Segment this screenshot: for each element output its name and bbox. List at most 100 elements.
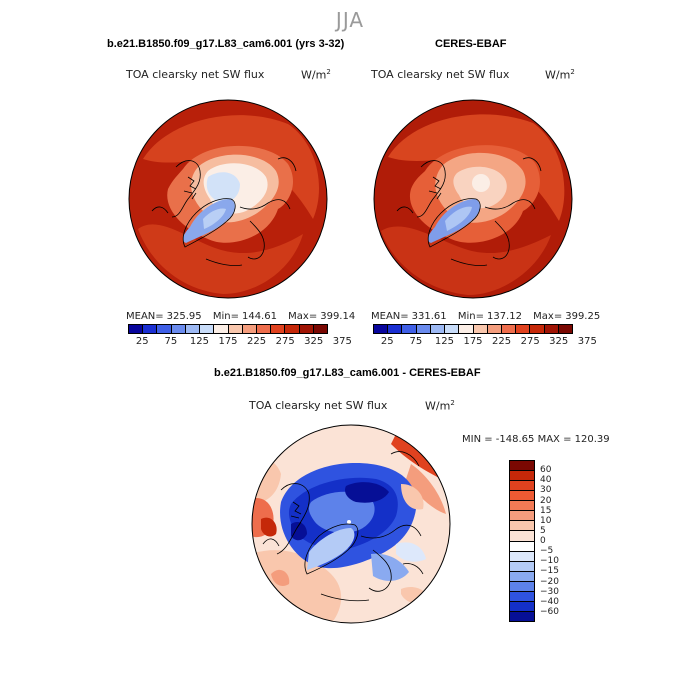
panel1-colorbar-tick-label: 225 — [247, 336, 267, 347]
panel3-colorbar-tick-label: −30 — [540, 586, 559, 597]
panel1-colorbar-swatch — [143, 325, 158, 333]
panel1-colorbar-swatch — [200, 325, 215, 333]
panel3-colorbar-swatch — [510, 551, 534, 562]
panel2-colorbar-swatch — [516, 325, 531, 333]
panel3-coastlines — [262, 451, 424, 602]
panel3-colorbar-tick-label: −40 — [540, 596, 559, 607]
panel1-stats: MEAN= 325.95 Min= 144.61 Max= 399.14 — [126, 311, 356, 322]
panel1-colorbar-tick-label: 325 — [304, 336, 324, 347]
panel3-colorbar-tick-label: −60 — [540, 606, 559, 617]
panel2-coastlines — [396, 157, 542, 267]
panel3-colorbar-ticks: 60 40 30 20 15 10 5 0 −5 −10 −15 −20 −30 −40 −60 — [540, 460, 580, 622]
panel2-colorbar-swatch — [402, 325, 417, 333]
panel2-colorbar-swatch — [388, 325, 403, 333]
panel1-field-band-north — [143, 115, 320, 219]
panel2-colorbar-swatch — [487, 325, 502, 333]
panel2-colorbar-tick-label: 275 — [520, 336, 540, 347]
panel3-colorbar-tick-label: 0 — [540, 536, 546, 546]
panel2-variable: TOA clearsky net SW flux — [371, 68, 510, 81]
panel1-colorbar-tick-label: 175 — [218, 336, 238, 347]
panel3-colorbar-tick-label: 30 — [540, 485, 552, 496]
panel3-variable: TOA clearsky net SW flux — [249, 399, 388, 412]
panel2-colorbar-tick-label: 325 — [549, 336, 569, 347]
panel3-colorbar-swatch — [510, 601, 534, 612]
panel1-variable: TOA clearsky net SW flux — [126, 68, 265, 81]
panel3-colorbar-swatch — [510, 471, 534, 482]
panel3-colorbar-tick-label: −10 — [540, 556, 559, 567]
panel3-units: W/m2 — [425, 399, 455, 413]
panel3-colorbar-swatch — [510, 561, 534, 572]
panel1-colorbar-swatch — [285, 325, 300, 333]
panel3-colorbar-swatch — [510, 491, 534, 502]
panel1-greenland-coast — [203, 208, 226, 229]
panel2-field-band-north — [388, 114, 565, 221]
panel3-polar-map — [251, 424, 451, 624]
panel1-colorbar-swatch — [313, 325, 328, 333]
panel2-colorbar-swatch — [530, 325, 545, 333]
panel3-colorbar-swatch — [510, 541, 534, 552]
panel3-colorbar-swatch — [510, 591, 534, 602]
panel3-colorbar-swatch — [510, 521, 534, 532]
panel2-stats: MEAN= 331.61 Min= 137.12 Max= 399.25 — [371, 311, 601, 322]
panel3-colorbar-tick-label: 20 — [540, 495, 552, 506]
panel1-field-band-south — [138, 224, 303, 294]
panel2-colorbar-tick-label: 375 — [577, 336, 597, 347]
panel2-title: CERES-EBAF — [435, 38, 507, 50]
panel1-sea-ice — [206, 172, 240, 203]
panel3-field-greenland — [307, 528, 355, 570]
panel1-colorbar-swatch — [171, 325, 186, 333]
panel2-field-band-south — [381, 226, 551, 295]
panel3-colorbar-tick-label: −5 — [540, 546, 554, 557]
panel3-colorbar-swatch — [510, 511, 534, 522]
panel2-map-border — [373, 99, 573, 299]
panel1-polar-map — [128, 99, 328, 299]
panel1-colorbar — [128, 324, 328, 334]
panel1-map-border — [128, 99, 328, 299]
panel2-colorbar-tick-label: 175 — [463, 336, 483, 347]
panel1-coastlines — [151, 157, 297, 267]
panel3-colorbar-swatch — [510, 531, 534, 542]
panel3-colorbar-swatch — [510, 481, 534, 492]
panel3-map-border — [251, 424, 451, 624]
panel2-colorbar-tick-label: 225 — [492, 336, 512, 347]
panel2-colorbar-swatch — [501, 325, 517, 333]
panel1-colorbar-tick-label: 125 — [189, 336, 209, 347]
panel1-colorbar-swatch — [157, 325, 172, 333]
panel2-colorbar-ticks: 25 75 125 175 225 275 325 375 — [373, 336, 597, 348]
panel2-colorbar-swatch — [416, 325, 431, 333]
panel1-colorbar-swatch — [129, 325, 144, 333]
panel2-colorbar — [373, 324, 573, 334]
panel1-colorbar-tick-label: 75 — [164, 336, 178, 347]
panel3-colorbar — [509, 460, 535, 622]
panel3-colorbar-tick-label: 40 — [540, 475, 552, 486]
season-title: JJA — [335, 8, 365, 32]
panel1-colorbar-ticks: 25 75 125 175 225 275 325 375 — [128, 336, 352, 348]
panel2-colorbar-tick-label: 25 — [380, 336, 394, 347]
panel2-colorbar-swatch — [374, 325, 389, 333]
panel2-colorbar-swatch — [459, 325, 474, 333]
panel2-colorbar-swatch — [544, 325, 559, 333]
panel3-minmax: MIN = -148.65 MAX = 120.39 — [462, 434, 610, 445]
panel2-units: W/m2 — [545, 68, 575, 82]
panel1-colorbar-swatch — [228, 325, 243, 333]
panel2-colorbar-swatch — [473, 325, 488, 333]
panel3-pole-marker — [347, 520, 351, 524]
panel3-colorbar-swatch — [510, 611, 534, 621]
panel3-colorbar-swatch — [510, 571, 534, 582]
panel3-colorbar-tick-label: 15 — [540, 505, 552, 516]
panel1-colorbar-tick-label: 25 — [135, 336, 149, 347]
panel1-colorbar-tick-label: 275 — [275, 336, 295, 347]
panel3-colorbar-tick-label: −15 — [540, 566, 559, 577]
panel3-colorbar-tick-label: 10 — [540, 515, 552, 526]
panel2-pole-core — [472, 174, 490, 192]
panel1-colorbar-swatch — [299, 325, 314, 333]
panel3-colorbar-swatch — [510, 581, 534, 592]
panel2-colorbar-swatch — [445, 325, 460, 333]
panel2-colorbar-swatch — [430, 325, 446, 333]
panel2-colorbar-tick-label: 75 — [409, 336, 423, 347]
panel1-colorbar-swatch — [256, 325, 272, 333]
panel3-colorbar-tick-label: 5 — [540, 525, 546, 536]
panel2-colorbar-tick-label: 125 — [434, 336, 454, 347]
panel3-colorbar-tick-label: −20 — [540, 576, 559, 587]
panel3-colorbar-tick-label: 60 — [540, 465, 552, 476]
